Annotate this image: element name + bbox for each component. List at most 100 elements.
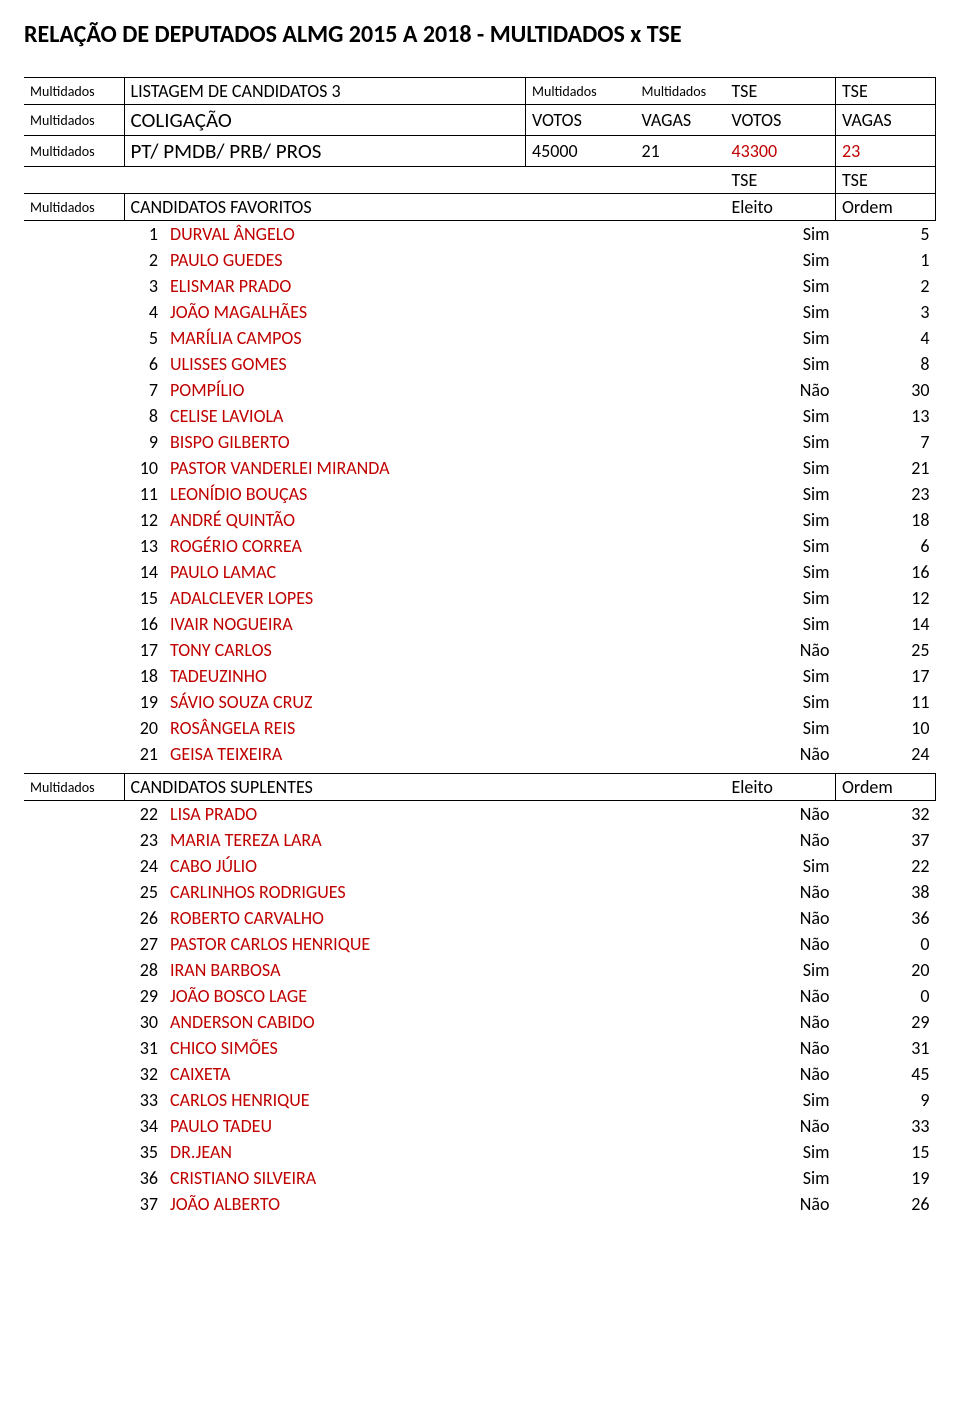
- table-row: 31CHICO SIMÕESNão31: [24, 1035, 936, 1061]
- candidate-number: 27: [124, 931, 164, 957]
- candidate-eleito: Sim: [726, 455, 836, 481]
- candidate-number: 6: [124, 351, 164, 377]
- candidate-eleito: Sim: [726, 403, 836, 429]
- page-title: RELAÇÃO DE DEPUTADOS ALMG 2015 A 2018 - …: [24, 20, 936, 49]
- candidate-name: ULISSES GOMES: [164, 351, 726, 377]
- candidate-ordem: 21: [836, 455, 936, 481]
- candidate-eleito: Não: [726, 741, 836, 767]
- table-row: 12ANDRÉ QUINTÃOSim18: [24, 507, 936, 533]
- candidate-name: CARLOS HENRIQUE: [164, 1087, 726, 1113]
- candidate-ordem: 38: [836, 879, 936, 905]
- candidate-ordem: 3: [836, 299, 936, 325]
- eleito-header: Eleito: [726, 194, 836, 221]
- votos-m: 45000: [526, 136, 636, 167]
- blank-cell: [24, 403, 124, 429]
- table-row: 1DURVAL ÂNGELOSim5: [24, 221, 936, 248]
- candidate-ordem: 11: [836, 689, 936, 715]
- table-row: 19SÁVIO SOUZA CRUZSim11: [24, 689, 936, 715]
- candidate-number: 18: [124, 663, 164, 689]
- candidate-name: GEISA TEIXEIRA: [164, 741, 726, 767]
- candidate-ordem: 30: [836, 377, 936, 403]
- table-row: 36CRISTIANO SILVEIRASim19: [24, 1165, 936, 1191]
- candidate-number: 1: [124, 221, 164, 248]
- candidate-eleito: Sim: [726, 507, 836, 533]
- candidate-ordem: 26: [836, 1191, 936, 1217]
- candidate-number: 29: [124, 983, 164, 1009]
- tse-label: TSE: [726, 167, 836, 194]
- candidate-ordem: 6: [836, 533, 936, 559]
- table-row: 27PASTOR CARLOS HENRIQUENão0: [24, 931, 936, 957]
- candidate-ordem: 7: [836, 429, 936, 455]
- candidate-number: 13: [124, 533, 164, 559]
- table-row: 10PASTOR VANDERLEI MIRANDASim21: [24, 455, 936, 481]
- candidate-eleito: Não: [726, 905, 836, 931]
- blank-cell: [24, 983, 124, 1009]
- candidate-ordem: 18: [836, 507, 936, 533]
- table-row: 35DR.JEANSim15: [24, 1139, 936, 1165]
- blank-cell: [24, 689, 124, 715]
- candidate-ordem: 5: [836, 221, 936, 248]
- table-row: 13ROGÉRIO CORREASim6: [24, 533, 936, 559]
- blank-cell: [24, 1035, 124, 1061]
- candidate-number: 8: [124, 403, 164, 429]
- blank-cell: [24, 931, 124, 957]
- candidate-name: DURVAL ÂNGELO: [164, 221, 726, 248]
- votos-header: VOTOS: [726, 105, 836, 136]
- blank-cell: [24, 1113, 124, 1139]
- table-row: 24CABO JÚLIOSim22: [24, 853, 936, 879]
- candidate-number: 24: [124, 853, 164, 879]
- candidate-name: ROBERTO CARVALHO: [164, 905, 726, 931]
- candidate-number: 31: [124, 1035, 164, 1061]
- candidate-ordem: 4: [836, 325, 936, 351]
- candidate-ordem: 0: [836, 983, 936, 1009]
- candidate-number: 14: [124, 559, 164, 585]
- candidate-name: ADALCLEVER LOPES: [164, 585, 726, 611]
- blank-cell: [24, 429, 124, 455]
- blank-cell: [24, 221, 124, 248]
- table-row: 6ULISSES GOMESSim8: [24, 351, 936, 377]
- vagas-header: VAGAS: [836, 105, 936, 136]
- table-row: 2PAULO GUEDESSim1: [24, 247, 936, 273]
- blank-cell: [24, 377, 124, 403]
- candidate-name: DR.JEAN: [164, 1139, 726, 1165]
- candidate-ordem: 29: [836, 1009, 936, 1035]
- blank-cell: [24, 1009, 124, 1035]
- candidate-ordem: 15: [836, 1139, 936, 1165]
- table-row: 29JOÃO BOSCO LAGENão0: [24, 983, 936, 1009]
- candidate-name: PAULO TADEU: [164, 1113, 726, 1139]
- table-row: 34PAULO TADEUNão33: [24, 1113, 936, 1139]
- main-table: Multidados LISTAGEM DE CANDIDATOS 3 Mult…: [24, 77, 936, 1217]
- candidate-eleito: Sim: [726, 559, 836, 585]
- table-row: 4JOÃO MAGALHÃESSim3: [24, 299, 936, 325]
- source-label: Multidados: [24, 194, 124, 221]
- candidate-ordem: 36: [836, 905, 936, 931]
- candidate-ordem: 8: [836, 351, 936, 377]
- blank-cell: [24, 715, 124, 741]
- candidate-number: 32: [124, 1061, 164, 1087]
- coligacao-name: PT/ PMDB/ PRB/ PROS: [124, 136, 526, 167]
- tse-label: TSE: [836, 78, 936, 105]
- blank-cell: [24, 801, 124, 828]
- candidate-number: 33: [124, 1087, 164, 1113]
- blank-cell: [24, 1165, 124, 1191]
- candidate-ordem: 2: [836, 273, 936, 299]
- candidate-name: TONY CARLOS: [164, 637, 726, 663]
- vagas-t: 23: [836, 136, 936, 167]
- votos-header: VOTOS: [526, 105, 636, 136]
- source-label: Multidados: [24, 136, 124, 167]
- table-row: 26ROBERTO CARVALHONão36: [24, 905, 936, 931]
- candidate-number: 35: [124, 1139, 164, 1165]
- candidate-eleito: Sim: [726, 663, 836, 689]
- blank-cell: [24, 1061, 124, 1087]
- blank-cell: [24, 273, 124, 299]
- table-row: 11LEONÍDIO BOUÇASSim23: [24, 481, 936, 507]
- table-row: Multidados LISTAGEM DE CANDIDATOS 3 Mult…: [24, 78, 936, 105]
- candidate-number: 26: [124, 905, 164, 931]
- candidate-eleito: Sim: [726, 611, 836, 637]
- favoritos-header: CANDIDATOS FAVORITOS: [124, 194, 726, 221]
- candidate-eleito: Sim: [726, 853, 836, 879]
- candidate-eleito: Sim: [726, 247, 836, 273]
- candidate-number: 7: [124, 377, 164, 403]
- candidate-eleito: Sim: [726, 351, 836, 377]
- candidate-number: 15: [124, 585, 164, 611]
